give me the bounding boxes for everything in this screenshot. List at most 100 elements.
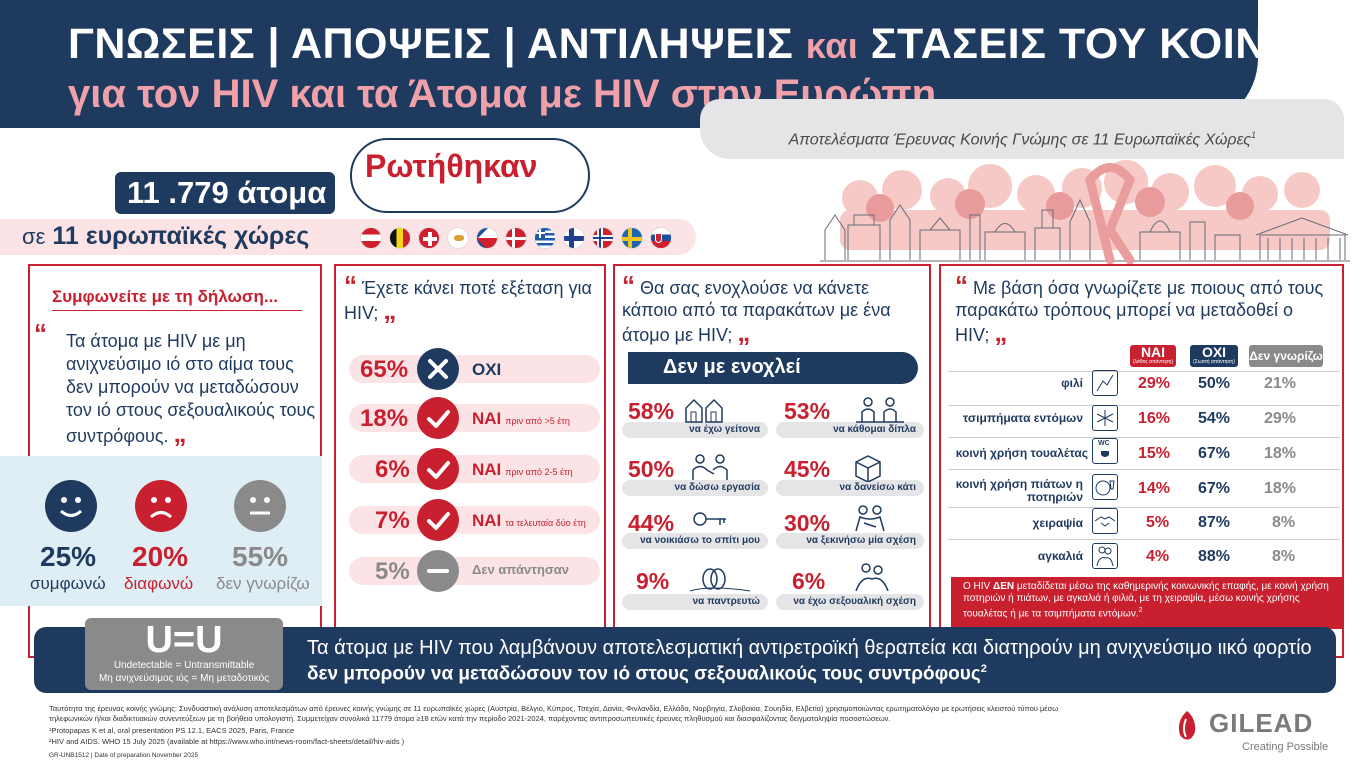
table-row: [948, 371, 1340, 405]
neutral-face-icon: [234, 480, 286, 532]
buildings-icon: [820, 198, 1350, 262]
uu-english: Undetectable = Untransmittable: [113, 660, 255, 671]
minus-circle-icon: [417, 550, 459, 592]
handshake-icon: [1092, 508, 1118, 534]
asked-speech-bubble: [350, 138, 590, 213]
countries-label: σε 11 ευρωπαϊκές χώρες: [22, 222, 310, 250]
yes-value: 29%: [1138, 375, 1171, 392]
row-answer: ΟΧΙ: [472, 360, 502, 379]
table-row: [349, 355, 600, 383]
crowd-silhouettes-icon: [840, 160, 1330, 250]
finland-flag: [563, 227, 585, 249]
column-header-dont-know: Δεν γνωρίζω: [1249, 345, 1323, 367]
list-item: να νοικιάσω το σπίτι μου: [622, 533, 768, 549]
gilead-tagline: Creating Possible: [1242, 741, 1329, 753]
x-circle-icon: [417, 348, 459, 390]
yes-value: 15%: [1138, 445, 1171, 462]
row-percent: 6%: [375, 456, 410, 483]
toilet-icon: WC: [1092, 438, 1118, 464]
title-line-1: ΓΝΩΣΕΙΣ | ΑΠΟΨΕΙΣ | ΑΝΤΙΛΗΨΕΙΣ και ΣΤΑΣΕ…: [68, 20, 1329, 68]
dont-know-value: 18%: [1264, 445, 1297, 462]
footnote-code: GR-UNB1512 | Date of preparation Novembe…: [49, 752, 199, 759]
greece-flag: [534, 227, 556, 249]
panel1-statement: Τα άτομα με HIV με μη ανιχνεύσιμο ιό στο…: [66, 331, 316, 448]
mosquito-icon: [1092, 405, 1118, 431]
row-percent: 65%: [360, 356, 409, 383]
table-row: [349, 404, 600, 432]
list-item: να έχω σεξουαλική σχέση: [776, 594, 924, 610]
row-label: τσιμπήματα εντόμων: [962, 411, 1083, 425]
belgium-flag: [389, 227, 411, 249]
panel1-heading: Συμφωνείτε με τη δήλωση...: [52, 287, 279, 306]
dont-know-value: 8%: [1272, 514, 1296, 531]
no-value: 50%: [1198, 375, 1231, 392]
yes-value: 5%: [1146, 514, 1170, 531]
item-percent: 9%: [636, 568, 670, 594]
item-percent: 6%: [792, 568, 826, 594]
switzerland-flag: [418, 227, 440, 249]
footnote-survey-2: τηλεφωνικών ή/και διαδικτυακών συνεντεύξ…: [49, 714, 891, 723]
handshake-work-icon: [692, 454, 728, 480]
intimate-couple-icon: [855, 563, 889, 591]
table-row: [948, 437, 1340, 469]
row-answer: ΝΑΙ πριν από 2-5 έτη: [472, 460, 573, 479]
quote-open-icon: “: [34, 318, 47, 348]
agree-percent: 25%: [40, 541, 97, 572]
denmark-flag: [505, 227, 527, 249]
list-item: να ξεκινήσω μία σχέση: [776, 533, 924, 549]
table-row: [349, 557, 600, 585]
czechia-flag: [476, 227, 498, 249]
couple-icon: [855, 505, 885, 532]
uu-greek: Μη ανιχνεύσιμος ιός = Μη μεταδοτικός: [98, 673, 270, 684]
austria-flag: [360, 227, 382, 249]
gilead-logo-text: GILEAD: [1209, 708, 1314, 738]
no-value: 67%: [1198, 445, 1231, 462]
column-header-no: ΟΧΙ (Σωστή απάντηση): [1190, 345, 1238, 367]
list-item: να δώσω εργασία: [622, 480, 768, 496]
transmission-note: Ο HIV ΔΕΝ μεταδίδεται μέσω της καθημεριν…: [951, 577, 1344, 629]
column-header-yes: ΝΑΙ (λάθος απάντηση): [1130, 345, 1176, 367]
no-value: 54%: [1198, 410, 1231, 427]
smile-face-icon: [45, 480, 97, 532]
row-label: αγκαλιά: [1037, 549, 1083, 563]
dont-know-value: 8%: [1272, 548, 1296, 565]
sweden-flag: [621, 227, 643, 249]
item-percent: 30%: [784, 510, 831, 536]
crowd-front-icon: [866, 187, 1254, 222]
item-percent: 58%: [628, 398, 675, 424]
no-value: 88%: [1198, 548, 1231, 565]
row-percent: 5%: [375, 558, 410, 585]
uu-statement-line2: δεν μπορούν να μεταδώσουν τον ιό στους σ…: [307, 663, 987, 685]
no-value: 67%: [1198, 480, 1231, 497]
row-answer: Δεν απάντησαν: [472, 562, 570, 577]
subtitle-bar: [700, 99, 1344, 159]
item-percent: 53%: [784, 398, 831, 424]
row-answer: ΝΑΙ τα τελευταία δύο έτη: [472, 511, 586, 530]
gilead-logo-icon: [1178, 711, 1196, 740]
yes-value: 14%: [1138, 480, 1171, 497]
not-bothered-label: Δεν με ενοχλεί: [663, 356, 801, 378]
panel2-question: “ Έχετε κάνει ποτέ εξέταση για HIV; „: [344, 270, 592, 325]
table-row: [948, 405, 1340, 437]
hug-icon: [1092, 543, 1118, 569]
row-label: χειραψία: [1032, 516, 1084, 530]
list-item: να κάθομαι δίπλα: [776, 422, 924, 438]
footnote-ref-1: ¹Protopapas K et al, oral presentation P…: [49, 726, 295, 735]
norway-flag: [592, 227, 614, 249]
row-percent: 7%: [375, 507, 410, 534]
subtitle: Αποτελέσματα Έρευνας Κοινής Γνώμης σε 11…: [788, 130, 1256, 149]
uu-title: U=U: [145, 619, 223, 661]
dont-know-percent: 55%: [232, 541, 289, 572]
table-row: [948, 507, 1340, 539]
row-answer: ΝΑΙ πριν από >5 έτη: [472, 409, 570, 428]
footnote-survey-1: Ταυτότητα της έρευνας κοινής γνώμης: Συν…: [49, 704, 1059, 713]
agree-label: συμφωνώ: [30, 574, 106, 593]
kiss-icon: [1092, 370, 1118, 396]
panel4-question: “ Με βάση όσα γνωρίζετε με ποιους από το…: [955, 270, 1324, 347]
keys-icon: [693, 512, 726, 526]
plate-glass-icon: [1092, 474, 1118, 500]
seated-people-icon: [856, 397, 904, 423]
dont-know-value: 18%: [1264, 480, 1297, 497]
list-item: να παντρευτώ: [622, 594, 768, 610]
people-count: 11 .779 άτομα: [127, 175, 327, 210]
